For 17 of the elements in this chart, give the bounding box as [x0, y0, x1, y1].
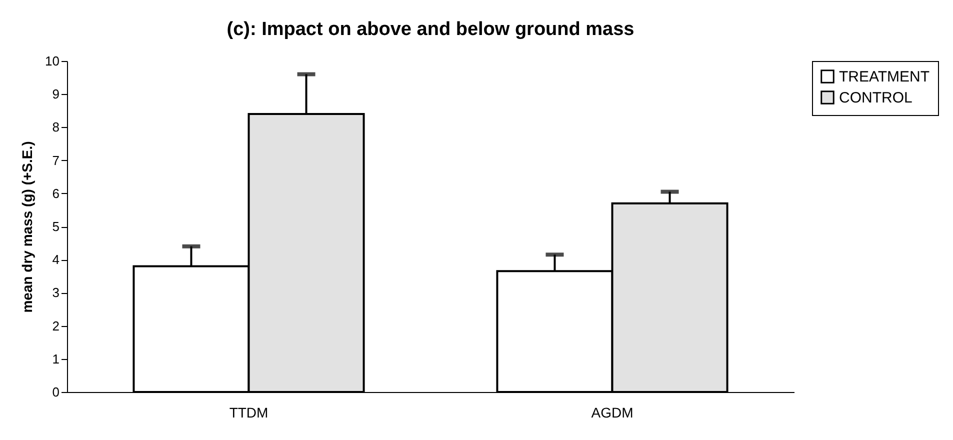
legend-label: CONTROL	[839, 90, 912, 106]
legend-label: TREATMENT	[839, 68, 930, 86]
y-tick-label: 5	[52, 219, 60, 234]
x-tick-label: AGDM	[591, 404, 634, 420]
y-tick-label: 1	[52, 351, 60, 366]
y-tick-label: 0	[52, 384, 60, 400]
y-tick-label: 10	[45, 54, 60, 68]
y-tick-label: 6	[52, 186, 60, 201]
y-tick-label: 3	[52, 285, 60, 300]
y-tick-label: 2	[52, 318, 60, 334]
y-tick-label: 7	[52, 152, 60, 168]
y-tick-label: 4	[52, 252, 60, 268]
y-axis-title: mean dry mass (g) (+S.E.)	[19, 141, 36, 313]
y-tick-label: 9	[52, 86, 60, 102]
chart-title: (c): Impact on above and below ground mass	[226, 19, 634, 40]
y-tick-label: 8	[52, 120, 60, 135]
x-tick-label: TTDM	[229, 404, 268, 420]
